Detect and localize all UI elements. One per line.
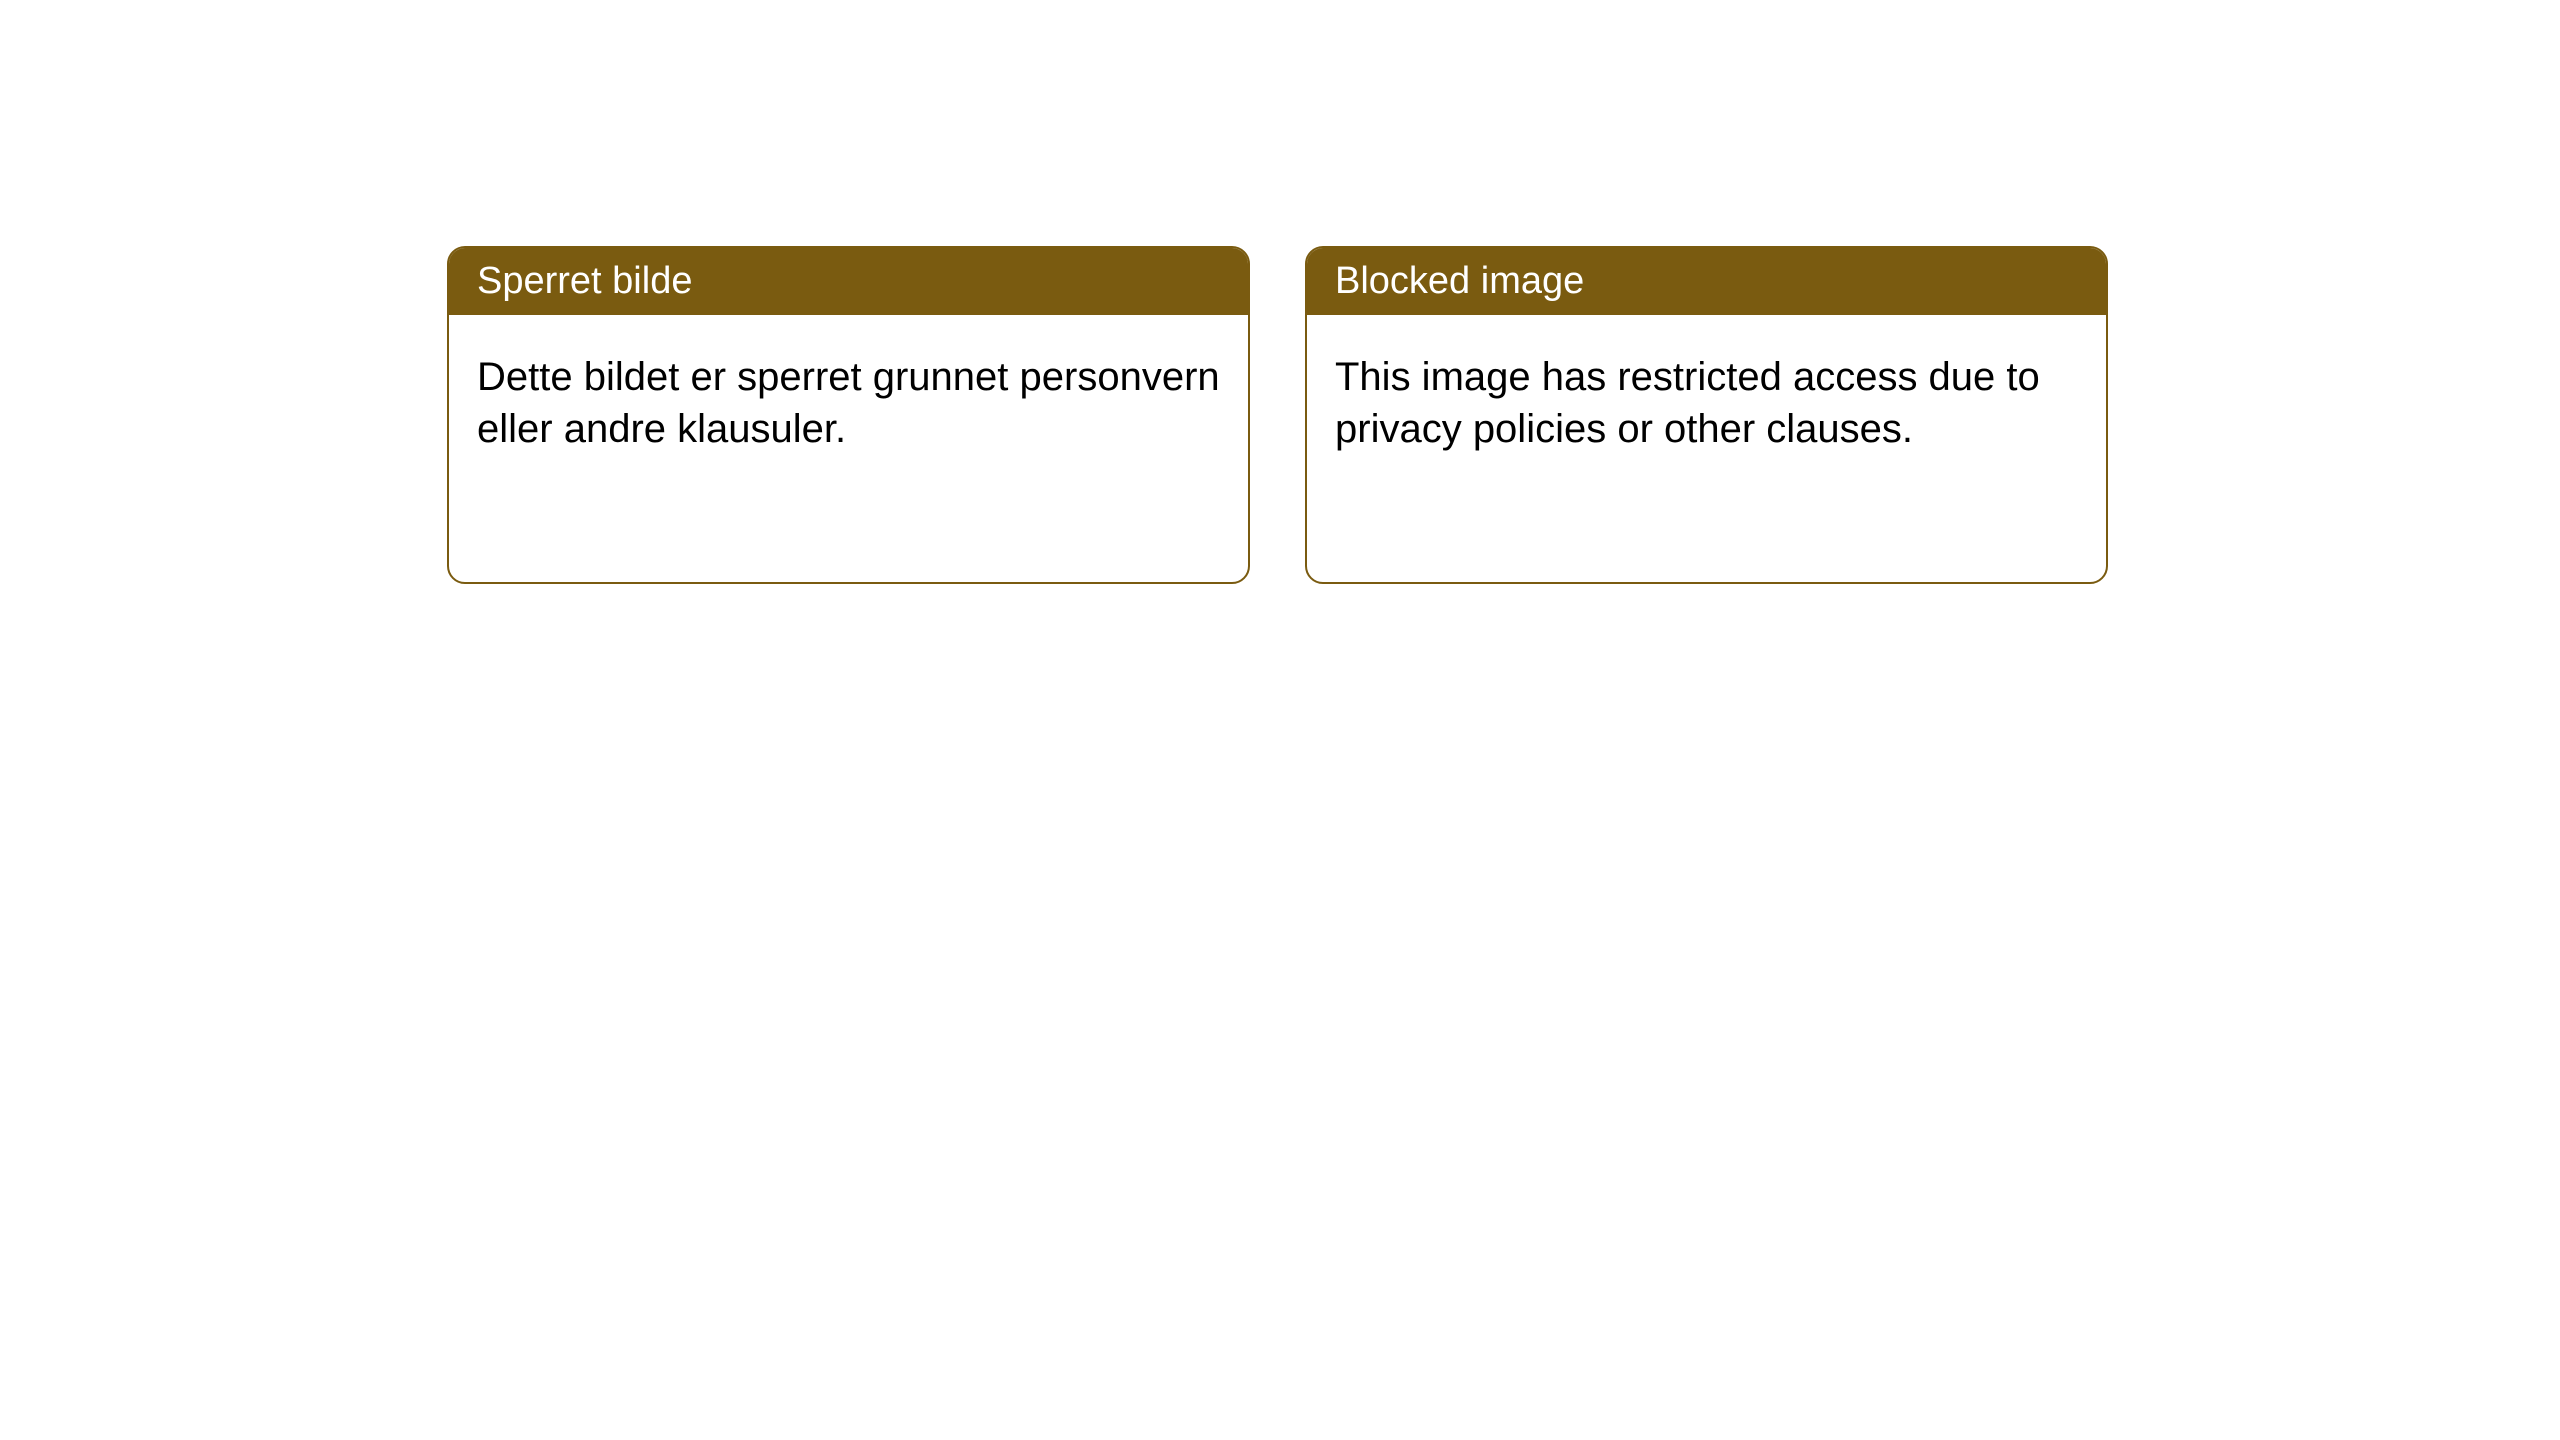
blocked-image-card-en: Blocked image This image has restricted …	[1305, 246, 2108, 584]
card-body-no: Dette bildet er sperret grunnet personve…	[449, 315, 1248, 491]
blocked-image-card-no: Sperret bilde Dette bildet er sperret gr…	[447, 246, 1250, 584]
card-body-text: Dette bildet er sperret grunnet personve…	[477, 355, 1220, 451]
card-body-text: This image has restricted access due to …	[1335, 355, 2040, 451]
cards-container: Sperret bilde Dette bildet er sperret gr…	[447, 246, 2108, 584]
card-header-text: Sperret bilde	[477, 260, 692, 302]
card-header-text: Blocked image	[1335, 260, 1584, 302]
card-header-en: Blocked image	[1307, 248, 2106, 315]
card-body-en: This image has restricted access due to …	[1307, 315, 2106, 491]
card-header-no: Sperret bilde	[449, 248, 1248, 315]
